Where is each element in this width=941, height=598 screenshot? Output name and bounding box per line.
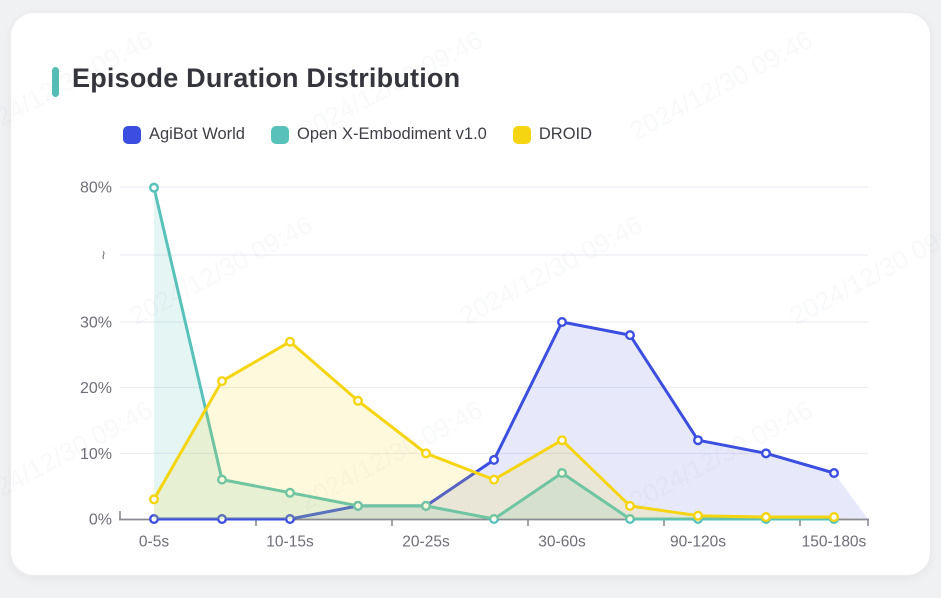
title-accent-bar [52,67,59,97]
legend-label: Open X-Embodiment v1.0 [297,125,487,143]
data-point-agibot-world-6[interactable] [557,317,568,328]
chart-title: Episode Duration Distribution [72,63,461,93]
data-point-droid-7[interactable] [625,500,636,511]
legend-item-agibot-world[interactable]: AgiBot World [123,125,245,144]
y-axis-label: 0% [89,512,112,529]
data-point-agibot-world-9[interactable] [761,448,772,459]
data-point-droid-1[interactable] [216,376,227,387]
data-point-open-x-embodiment-v1-0-7[interactable] [625,514,636,525]
x-axis-label: 10-15s [266,533,314,550]
data-point-open-x-embodiment-v1-0-1[interactable] [216,474,227,485]
y-axis-label: 20% [80,380,112,397]
y-axis-label: 30% [80,315,112,332]
data-point-agibot-world-0[interactable] [148,514,159,525]
series-area-3 [154,341,868,519]
data-point-agibot-world-8[interactable] [693,435,704,446]
data-point-open-x-embodiment-v1-0-2[interactable] [285,487,296,498]
series-area-1 [154,322,868,519]
legend-item-open-x-embodiment-v1-0[interactable]: Open X-Embodiment v1.0 [271,125,487,144]
legend-swatch-icon [512,125,531,144]
data-point-agibot-world-2[interactable] [285,514,296,525]
legend-item-droid[interactable]: DROID [512,125,593,144]
y-axis-label: 80% [80,180,112,197]
x-axis-label: 150-180s [802,533,867,550]
legend: AgiBot World Open X-Embodiment v1.0 DROID [123,125,592,144]
data-point-droid-6[interactable] [557,435,568,446]
x-axis-label: 90-120s [670,533,726,550]
data-point-droid-3[interactable] [353,395,364,406]
series-area-2 [154,187,868,519]
data-point-open-x-embodiment-v1-0-4[interactable] [421,500,432,511]
data-point-open-x-embodiment-v1-0-5[interactable] [489,514,500,525]
legend-swatch-icon [271,125,289,144]
data-point-droid-5[interactable] [489,474,500,485]
y-axis-break-marker: ~ [94,250,111,259]
data-point-open-x-embodiment-v1-0-3[interactable] [353,500,364,511]
legend-label: AgiBot World [149,125,245,143]
data-point-open-x-embodiment-v1-0-0[interactable] [148,182,159,193]
legend-swatch-icon [123,125,141,144]
data-point-agibot-world-1[interactable] [216,514,227,525]
data-point-agibot-world-7[interactable] [625,330,636,341]
data-point-droid-10[interactable] [829,512,840,523]
data-point-droid-0[interactable] [148,494,159,505]
x-axis-label: 20-25s [402,533,450,550]
data-point-droid-2[interactable] [285,336,296,347]
data-point-droid-8[interactable] [693,510,704,521]
x-axis-label: 0-5s [139,533,169,550]
legend-label: DROID [538,125,593,143]
data-point-droid-9[interactable] [761,512,772,523]
data-point-open-x-embodiment-v1-0-6[interactable] [557,468,568,479]
data-point-droid-4[interactable] [421,448,432,459]
data-point-agibot-world-5[interactable] [489,454,500,465]
x-axis-label: 30-60s [538,533,586,550]
y-axis-label: 10% [80,446,112,463]
data-point-agibot-world-10[interactable] [829,468,840,479]
